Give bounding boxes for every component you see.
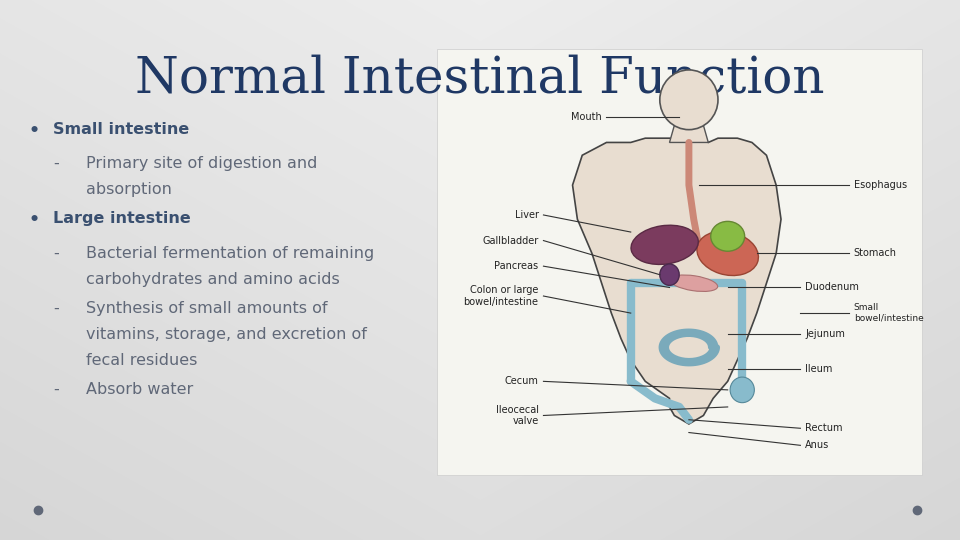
Ellipse shape (731, 377, 755, 403)
Text: Absorb water: Absorb water (86, 382, 194, 397)
Ellipse shape (710, 221, 745, 251)
Text: Small
bowel/intestine: Small bowel/intestine (853, 303, 924, 323)
Text: •: • (29, 211, 40, 229)
Text: •: • (29, 122, 40, 139)
Text: -: - (53, 156, 59, 171)
Text: Jejunum: Jejunum (805, 329, 845, 340)
Text: -: - (53, 301, 59, 316)
Text: Rectum: Rectum (805, 423, 843, 433)
Text: Stomach: Stomach (853, 248, 897, 258)
Text: Esophagus: Esophagus (853, 180, 907, 190)
Ellipse shape (631, 225, 698, 265)
Text: fecal residues: fecal residues (86, 353, 198, 368)
Text: Normal Intestinal Function: Normal Intestinal Function (135, 54, 825, 104)
Text: Liver: Liver (515, 210, 539, 220)
Text: Primary site of digestion and: Primary site of digestion and (86, 156, 318, 171)
Text: Anus: Anus (805, 440, 829, 450)
Ellipse shape (660, 264, 679, 285)
Text: Bacterial fermentation of remaining: Bacterial fermentation of remaining (86, 246, 374, 261)
Text: Pancreas: Pancreas (494, 261, 539, 271)
FancyBboxPatch shape (437, 49, 922, 475)
Text: Mouth: Mouth (571, 112, 602, 122)
Text: -: - (53, 382, 59, 397)
Text: Ileocecal
valve: Ileocecal valve (495, 404, 539, 426)
Text: carbohydrates and amino acids: carbohydrates and amino acids (86, 272, 340, 287)
Text: -: - (53, 246, 59, 261)
Polygon shape (572, 138, 781, 424)
Text: Synthesis of small amounts of: Synthesis of small amounts of (86, 301, 328, 316)
Text: Cecum: Cecum (505, 376, 539, 386)
Ellipse shape (670, 275, 718, 292)
Text: absorption: absorption (86, 182, 172, 197)
Text: Gallbladder: Gallbladder (482, 235, 539, 246)
Text: Colon or large
bowel/intestine: Colon or large bowel/intestine (464, 285, 539, 307)
Text: Small intestine: Small intestine (53, 122, 189, 137)
Text: Duodenum: Duodenum (805, 282, 859, 293)
Ellipse shape (660, 70, 718, 130)
Ellipse shape (697, 231, 758, 275)
Text: Ileum: Ileum (805, 363, 832, 374)
Text: vitamins, storage, and excretion of: vitamins, storage, and excretion of (86, 327, 368, 342)
Polygon shape (669, 125, 708, 143)
Text: Large intestine: Large intestine (53, 211, 190, 226)
